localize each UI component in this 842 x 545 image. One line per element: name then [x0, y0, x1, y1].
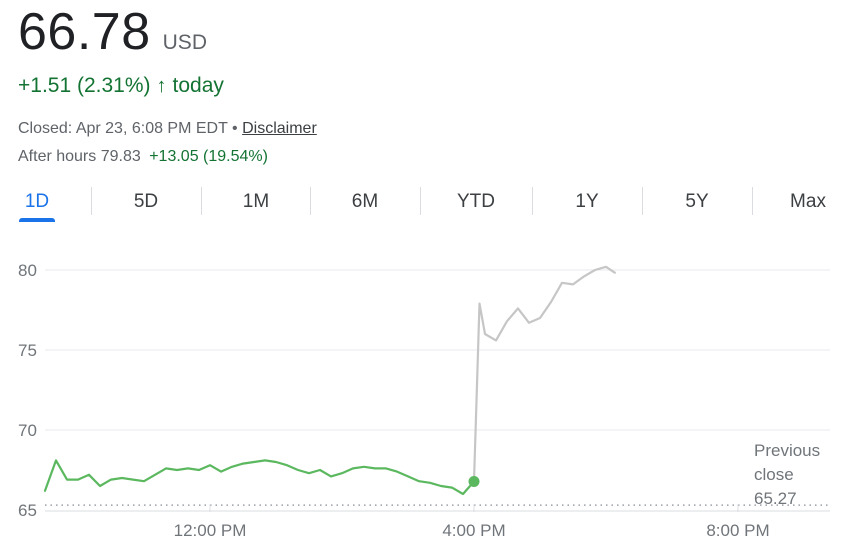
previous-close-label: close	[754, 465, 794, 484]
after-hours-line	[472, 265, 616, 483]
change-value: +1.51 (2.31%)	[18, 74, 151, 97]
tab-separator	[91, 187, 92, 215]
after-hours: After hours 79.83 +13.05 (19.54%)	[18, 148, 268, 166]
price-change: +1.51 (2.31%) ↑ today	[18, 74, 224, 98]
y-tick-label: 80	[18, 261, 37, 280]
y-tick-label: 70	[18, 421, 37, 440]
tab-separator	[310, 187, 311, 215]
tab-5d[interactable]: 5D	[133, 191, 159, 212]
regular-session-line	[43, 459, 476, 496]
currency-label: USD	[162, 31, 207, 54]
tab-1m[interactable]: 1M	[242, 191, 270, 212]
range-tabs: 1D 5D 1M 6M YTD 1Y 5Y Max	[0, 183, 842, 225]
separator-dot: •	[232, 120, 238, 137]
tab-ytd[interactable]: YTD	[457, 191, 495, 212]
tab-1y[interactable]: 1Y	[575, 191, 599, 212]
tab-separator	[532, 187, 533, 215]
tab-5y[interactable]: 5Y	[685, 191, 709, 212]
tab-6m[interactable]: 6M	[351, 191, 379, 212]
tab-max[interactable]: Max	[790, 191, 826, 212]
market-status: Closed: Apr 23, 6:08 PM EDT • Disclaimer	[18, 120, 317, 138]
y-tick-label: 65	[18, 501, 37, 520]
price-chart: 80 75 70 65 12:00 PM 4:00 PM 8:00 PM Previous cl…	[18, 261, 830, 540]
current-price: 66.78	[18, 3, 151, 61]
active-tab-indicator	[19, 218, 55, 222]
closed-text: Closed: Apr 23, 6:08 PM EDT	[18, 120, 228, 137]
disclaimer-link[interactable]: Disclaimer	[242, 120, 317, 137]
after-hours-price: After hours 79.83	[18, 148, 141, 165]
x-tick-label: 4:00 PM	[442, 521, 505, 540]
tab-separator	[642, 187, 643, 215]
change-suffix: today	[172, 74, 224, 97]
tab-separator	[420, 187, 421, 215]
previous-close-label: 65.27	[754, 489, 797, 508]
price-header: 66.78 USD	[18, 2, 207, 62]
tab-separator	[752, 187, 753, 215]
tab-separator	[201, 187, 202, 215]
x-tick-label: 8:00 PM	[706, 521, 769, 540]
x-tick-label: 12:00 PM	[174, 521, 247, 540]
tab-1d[interactable]: 1D	[24, 191, 50, 212]
previous-close-label: Previous	[754, 441, 820, 460]
y-tick-label: 75	[18, 341, 37, 360]
after-hours-change: +13.05 (19.54%)	[149, 148, 268, 165]
arrow-up-icon: ↑	[156, 74, 167, 97]
close-marker-dot	[468, 476, 480, 488]
